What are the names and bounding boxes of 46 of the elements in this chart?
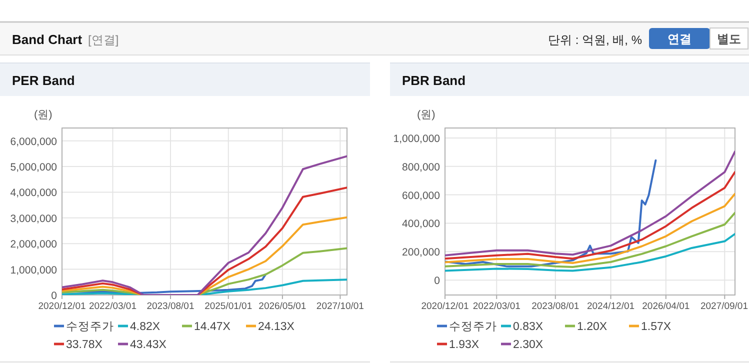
- y-axis-title: (원): [34, 109, 52, 121]
- x-tick-label: 2027/10/01: [316, 301, 364, 312]
- x-tick-label: 2025/01/01: [204, 301, 252, 312]
- y-tick-label: 1,000,000: [10, 264, 58, 276]
- text: 별도: [717, 32, 741, 46]
- legend-label: 43.43X: [130, 339, 167, 351]
- x-tick-label: 2022/03/01: [472, 301, 520, 312]
- x-tick-label: 2027/09/01: [700, 301, 748, 312]
- y-tick-label: 1,000,000: [393, 132, 440, 145]
- text: 단위 : 억원, 배, %: [548, 33, 642, 47]
- y-tick-label: 400,000: [402, 218, 440, 230]
- y-tick-label: 800,000: [402, 161, 440, 174]
- legend-label: 4.82X: [130, 321, 160, 333]
- y-tick-label: 3,000,000: [10, 212, 58, 225]
- y-tick-label: 4,000,000: [10, 187, 58, 200]
- legend-label: 33.78X: [66, 339, 103, 351]
- x-tick-label: 2020/12/01: [421, 301, 469, 312]
- y-tick-label: 5,000,000: [10, 162, 58, 174]
- text: 연결: [668, 32, 692, 46]
- x-tick-label: 2026/04/01: [642, 301, 690, 312]
- y-axis-title: (원): [417, 109, 436, 121]
- y-tick-label: 600,000: [402, 190, 440, 202]
- legend-label: 2.30X: [513, 339, 544, 351]
- x-tick-label: 2020/12/01: [38, 301, 86, 312]
- x-tick-label: 2022/03/01: [88, 301, 137, 312]
- x-tick-label: 2024/12/01: [586, 301, 635, 312]
- y-tick-label: 6,000,000: [10, 136, 58, 148]
- legend-label: 수정주가: [449, 321, 497, 333]
- legend-label: 24.13X: [258, 321, 295, 333]
- chart-title: PER Band: [12, 73, 75, 88]
- legend-label: 14.47X: [194, 321, 231, 333]
- legend-label: 수정주가: [66, 321, 114, 333]
- legend-label: 1.93X: [449, 339, 480, 351]
- x-tick-label: 2023/08/01: [146, 301, 194, 312]
- y-tick-label: 0: [51, 290, 58, 302]
- legend-label: 0.83X: [513, 321, 544, 333]
- text: Band Chart: [12, 32, 83, 47]
- y-tick-label: 200,000: [402, 246, 440, 259]
- text: [연결]: [88, 33, 119, 47]
- y-tick-label: 2,000,000: [10, 238, 58, 251]
- legend-label: 1.57X: [641, 321, 672, 333]
- legend-label: 1.20X: [577, 321, 608, 333]
- chart-title: PBR Band: [402, 73, 466, 88]
- x-tick-label: 2026/05/01: [258, 301, 306, 312]
- x-tick-label: 2023/08/01: [532, 301, 580, 312]
- y-tick-label: 0: [434, 275, 440, 288]
